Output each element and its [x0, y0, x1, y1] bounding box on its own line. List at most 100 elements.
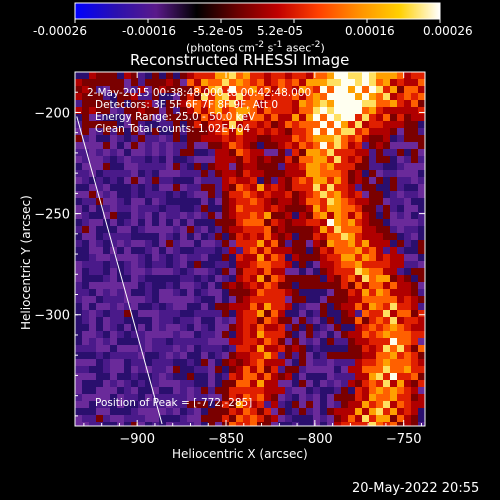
heatmap-cell [110, 317, 117, 324]
heatmap-cell [166, 135, 173, 142]
heatmap-cell [285, 338, 292, 345]
heatmap-cell [180, 359, 187, 366]
heatmap-cell [320, 373, 327, 380]
heatmap-cell [75, 135, 82, 142]
heatmap-cell [292, 373, 299, 380]
heatmap-cell [201, 282, 208, 289]
heatmap-cell [187, 310, 194, 317]
heatmap-cell [299, 107, 306, 114]
heatmap-cell [82, 415, 89, 422]
heatmap-cell [327, 100, 334, 107]
heatmap-cell [257, 408, 264, 415]
heatmap-cell [131, 317, 138, 324]
heatmap-cell [313, 380, 320, 387]
heatmap-cell [327, 289, 334, 296]
heatmap-cell [334, 345, 341, 352]
heatmap-cell [110, 380, 117, 387]
heatmap-cell [75, 324, 82, 331]
heatmap-cell [306, 422, 313, 426]
heatmap-cell [327, 275, 334, 282]
heatmap-cell [418, 156, 425, 163]
heatmap-cell [166, 282, 173, 289]
heatmap-cell [362, 72, 369, 79]
heatmap-cell [215, 149, 222, 156]
heatmap-cell [201, 191, 208, 198]
heatmap-cell [390, 107, 397, 114]
heatmap-cell [397, 352, 404, 359]
heatmap-cell [397, 289, 404, 296]
heatmap-cell [355, 219, 362, 226]
heatmap-cell [110, 198, 117, 205]
heatmap-cell [243, 366, 250, 373]
heatmap-cell [180, 156, 187, 163]
heatmap-cell [271, 387, 278, 394]
heatmap-cell [82, 184, 89, 191]
heatmap-cell [418, 254, 425, 261]
y-tick-label: −250 [34, 208, 70, 223]
heatmap-cell [187, 163, 194, 170]
heatmap-cell [362, 422, 369, 426]
heatmap-cell [299, 303, 306, 310]
heatmap-cell [166, 219, 173, 226]
heatmap-cell [138, 156, 145, 163]
heatmap-cell [327, 394, 334, 401]
heatmap-cell [348, 303, 355, 310]
heatmap-cell [362, 86, 369, 93]
heatmap-cell [404, 156, 411, 163]
heatmap-cell [180, 338, 187, 345]
heatmap-cell [348, 177, 355, 184]
heatmap-cell [292, 394, 299, 401]
heatmap-cell [166, 240, 173, 247]
heatmap-cell [236, 401, 243, 408]
heatmap-cell [208, 149, 215, 156]
heatmap-cell [355, 247, 362, 254]
heatmap-cell [376, 233, 383, 240]
heatmap-cell [180, 296, 187, 303]
heatmap-cell [348, 275, 355, 282]
heatmap-cell [229, 205, 236, 212]
heatmap-cell [264, 184, 271, 191]
heatmap-cell [96, 114, 103, 121]
heatmap-cell [124, 72, 131, 79]
heatmap-cell [222, 345, 229, 352]
heatmap-cell [362, 408, 369, 415]
heatmap-cell [355, 240, 362, 247]
heatmap-cell [250, 394, 257, 401]
heatmap-cell [411, 282, 418, 289]
heatmap-cell [390, 121, 397, 128]
heatmap-cell [208, 233, 215, 240]
heatmap-cell [264, 366, 271, 373]
heatmap-cell [166, 394, 173, 401]
heatmap-cell [278, 86, 285, 93]
heatmap-cell [362, 401, 369, 408]
heatmap-cell [292, 170, 299, 177]
heatmap-cell [201, 373, 208, 380]
heatmap-cell [236, 296, 243, 303]
heatmap-cell [348, 170, 355, 177]
heatmap-cell [229, 401, 236, 408]
heatmap-cell [117, 107, 124, 114]
heatmap-cell [257, 72, 264, 79]
heatmap-cell [292, 219, 299, 226]
heatmap-cell [278, 135, 285, 142]
heatmap-cell [320, 121, 327, 128]
heatmap-cell [320, 247, 327, 254]
heatmap-cell [82, 394, 89, 401]
heatmap-cell [124, 282, 131, 289]
heatmap-cell [166, 268, 173, 275]
heatmap-cell [299, 324, 306, 331]
heatmap-cell [390, 170, 397, 177]
heatmap-cell [271, 380, 278, 387]
heatmap-cell [201, 303, 208, 310]
heatmap-cell [222, 324, 229, 331]
heatmap-cell [131, 401, 138, 408]
heatmap-cell [299, 72, 306, 79]
heatmap-cell [96, 387, 103, 394]
heatmap-cell [229, 93, 236, 100]
heatmap-cell [383, 415, 390, 422]
heatmap-cell [89, 317, 96, 324]
heatmap-cell [208, 212, 215, 219]
heatmap-cell [418, 408, 425, 415]
heatmap-cell [145, 331, 152, 338]
heatmap-cell [404, 422, 411, 426]
